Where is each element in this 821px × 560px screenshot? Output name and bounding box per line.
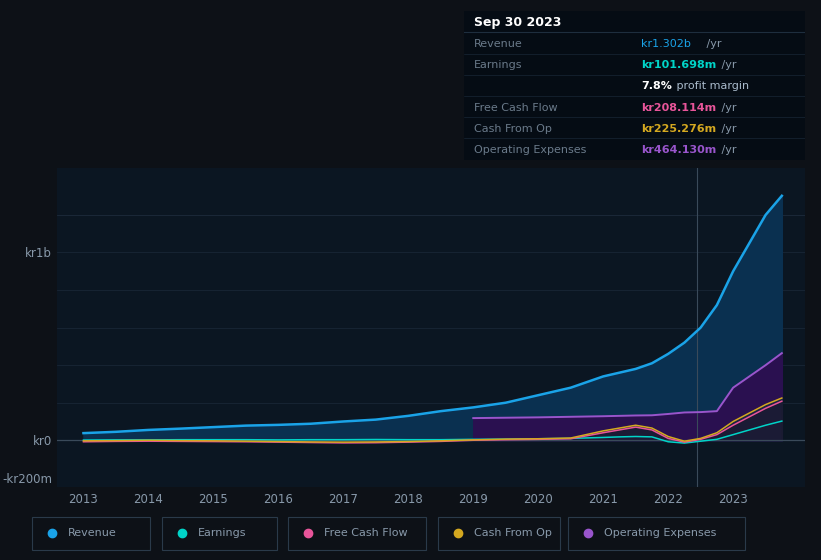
Text: kr101.698m: kr101.698m: [641, 60, 716, 70]
Text: Free Cash Flow: Free Cash Flow: [474, 102, 557, 113]
Text: /yr: /yr: [703, 39, 721, 49]
Text: Cash From Op: Cash From Op: [474, 529, 552, 538]
Text: Earnings: Earnings: [198, 529, 246, 538]
Text: Cash From Op: Cash From Op: [474, 124, 552, 134]
Text: Operating Expenses: Operating Expenses: [603, 529, 716, 538]
Text: Operating Expenses: Operating Expenses: [474, 145, 586, 155]
Text: kr225.276m: kr225.276m: [641, 124, 716, 134]
Text: Revenue: Revenue: [67, 529, 117, 538]
Text: /yr: /yr: [718, 60, 736, 70]
Text: 7.8%: 7.8%: [641, 81, 672, 91]
Text: Free Cash Flow: Free Cash Flow: [323, 529, 407, 538]
Text: kr1.302b: kr1.302b: [641, 39, 691, 49]
Text: Sep 30 2023: Sep 30 2023: [474, 16, 562, 29]
Text: kr464.130m: kr464.130m: [641, 145, 716, 155]
Text: profit margin: profit margin: [672, 81, 749, 91]
Text: Revenue: Revenue: [474, 39, 523, 49]
Text: Earnings: Earnings: [474, 60, 523, 70]
Text: /yr: /yr: [718, 145, 736, 155]
Text: /yr: /yr: [718, 102, 736, 113]
Text: /yr: /yr: [718, 124, 736, 134]
Text: kr208.114m: kr208.114m: [641, 102, 716, 113]
